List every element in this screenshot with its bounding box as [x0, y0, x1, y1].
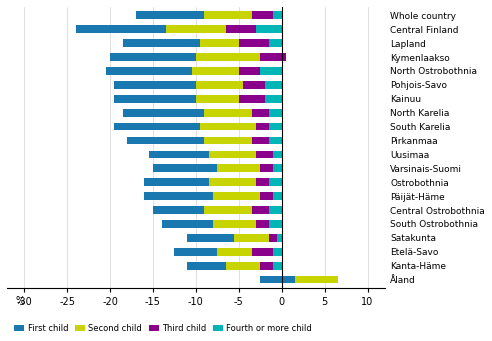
- Bar: [252, 109, 269, 117]
- Bar: [200, 39, 239, 47]
- Bar: [114, 95, 196, 103]
- Bar: [273, 151, 282, 158]
- Bar: [260, 192, 273, 200]
- Bar: [269, 220, 282, 228]
- Bar: [205, 12, 252, 19]
- Bar: [217, 164, 260, 172]
- Bar: [252, 206, 269, 214]
- Bar: [260, 53, 286, 61]
- Bar: [256, 178, 269, 186]
- Bar: [260, 276, 295, 283]
- Bar: [295, 276, 338, 283]
- Bar: [269, 234, 277, 242]
- Bar: [239, 95, 265, 103]
- Bar: [161, 220, 213, 228]
- Bar: [144, 178, 209, 186]
- Bar: [191, 67, 239, 75]
- Bar: [273, 12, 282, 19]
- Bar: [123, 39, 200, 47]
- Bar: [282, 276, 295, 283]
- Bar: [273, 248, 282, 256]
- Bar: [252, 248, 273, 256]
- Bar: [209, 178, 256, 186]
- Bar: [200, 123, 256, 130]
- Bar: [269, 39, 282, 47]
- Bar: [273, 192, 282, 200]
- Text: %: %: [15, 296, 25, 306]
- Bar: [269, 178, 282, 186]
- Bar: [136, 12, 205, 19]
- Bar: [110, 53, 196, 61]
- Bar: [277, 234, 282, 242]
- Bar: [235, 234, 269, 242]
- Bar: [209, 151, 256, 158]
- Bar: [217, 248, 252, 256]
- Bar: [114, 81, 196, 89]
- Bar: [243, 81, 265, 89]
- Bar: [196, 81, 243, 89]
- Bar: [205, 137, 252, 144]
- Bar: [269, 206, 282, 214]
- Bar: [256, 25, 282, 33]
- Bar: [153, 164, 217, 172]
- Bar: [273, 262, 282, 269]
- Bar: [256, 151, 273, 158]
- Bar: [269, 137, 282, 144]
- Bar: [213, 192, 260, 200]
- Bar: [256, 220, 269, 228]
- Bar: [295, 276, 338, 283]
- Bar: [123, 109, 205, 117]
- Bar: [166, 25, 226, 33]
- Bar: [76, 25, 166, 33]
- Bar: [260, 67, 282, 75]
- Bar: [252, 137, 269, 144]
- Bar: [265, 95, 282, 103]
- Bar: [226, 25, 256, 33]
- Bar: [205, 206, 252, 214]
- Bar: [187, 234, 235, 242]
- Bar: [213, 220, 256, 228]
- Bar: [256, 123, 269, 130]
- Bar: [265, 81, 282, 89]
- Bar: [252, 12, 273, 19]
- Bar: [273, 164, 282, 172]
- Bar: [174, 248, 217, 256]
- Bar: [239, 39, 269, 47]
- Bar: [127, 137, 205, 144]
- Bar: [153, 206, 205, 214]
- Bar: [269, 109, 282, 117]
- Legend: First child, Second child, Third child, Fourth or more child: First child, Second child, Third child, …: [11, 320, 315, 336]
- Bar: [205, 109, 252, 117]
- Bar: [187, 262, 226, 269]
- Bar: [149, 151, 209, 158]
- Bar: [144, 192, 213, 200]
- Bar: [196, 95, 239, 103]
- Bar: [226, 262, 260, 269]
- Bar: [282, 53, 286, 61]
- Bar: [269, 123, 282, 130]
- Bar: [260, 262, 273, 269]
- Bar: [106, 67, 191, 75]
- Bar: [114, 123, 200, 130]
- Bar: [196, 53, 260, 61]
- Bar: [239, 67, 260, 75]
- Bar: [260, 164, 273, 172]
